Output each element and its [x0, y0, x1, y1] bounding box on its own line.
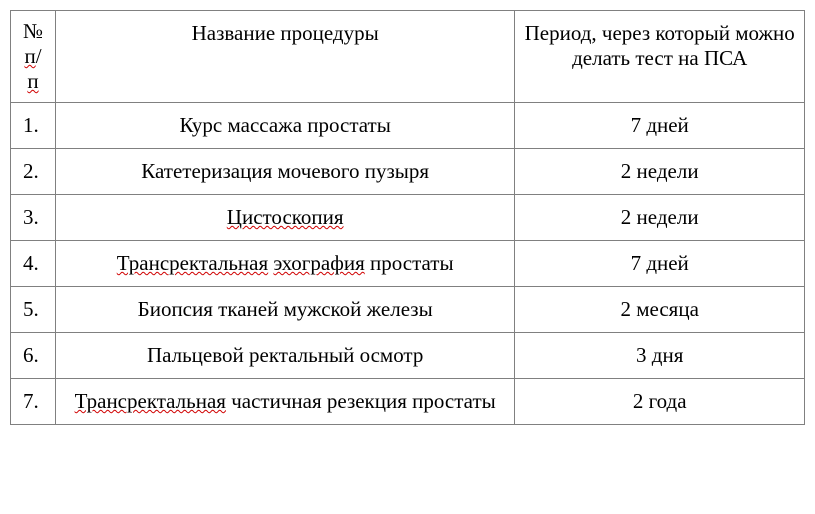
cell-name: Трансректальная эхография простаты	[55, 241, 514, 287]
cell-period: 7 дней	[515, 103, 805, 149]
table-body: 1. Курс массажа простаты 7 дней 2. Катетериз…	[11, 103, 805, 425]
table-row: 2. Катетеризация мочевого пузыря 2 недели	[11, 149, 805, 195]
name-part: простаты	[365, 251, 454, 275]
table-header-row: № п/ п Название процедуры Период, через …	[11, 11, 805, 103]
table-row: 1. Курс массажа простаты 7 дней	[11, 103, 805, 149]
name-part: Биопсия тканей мужской железы	[138, 297, 433, 321]
cell-name: Катетеризация мочевого пузыря	[55, 149, 514, 195]
name-part: эхография	[273, 251, 364, 275]
header-num-sep: /	[36, 44, 42, 68]
cell-name: Цистоскопия	[55, 195, 514, 241]
cell-period: 2 недели	[515, 149, 805, 195]
cell-period: 2 недели	[515, 195, 805, 241]
cell-name: Биопсия тканей мужской железы	[55, 287, 514, 333]
table-row: 4.Трансректальная эхография простаты7 дн…	[11, 241, 805, 287]
cell-num: 1.	[11, 103, 56, 149]
name-part: Катетеризация мочевого пузыря	[141, 159, 429, 183]
cell-num: 2.	[11, 149, 56, 195]
cell-period: 7 дней	[515, 241, 805, 287]
cell-period: 3 дня	[515, 333, 805, 379]
table-row: 7.Трансректальная частичная резекция про…	[11, 379, 805, 425]
header-num: № п/ п	[11, 11, 56, 103]
cell-name: Курс массажа простаты	[55, 103, 514, 149]
table-row: 6. Пальцевой ректальный осмотр 3 дня	[11, 333, 805, 379]
cell-period: 2 года	[515, 379, 805, 425]
cell-name: Трансректальная частичная резекция прост…	[55, 379, 514, 425]
cell-num: 6.	[11, 333, 56, 379]
name-part: частичная резекция простаты	[226, 389, 496, 413]
cell-num: 3.	[11, 195, 56, 241]
procedures-table: № п/ п Название процедуры Период, через …	[10, 10, 805, 425]
cell-period: 2 месяца	[515, 287, 805, 333]
cell-num: 5.	[11, 287, 56, 333]
name-part: Цистоскопия	[227, 205, 344, 229]
header-num-line1: №	[23, 19, 43, 43]
name-part: Трансректальная	[75, 389, 226, 413]
cell-name: Пальцевой ректальный осмотр	[55, 333, 514, 379]
cell-num: 4.	[11, 241, 56, 287]
header-period: Период, через который можно делать тест …	[515, 11, 805, 103]
header-num-line2: п	[24, 44, 35, 68]
cell-num: 7.	[11, 379, 56, 425]
name-part: Трансректальная	[117, 251, 268, 275]
table-row: 5. Биопсия тканей мужской железы 2 месяца	[11, 287, 805, 333]
name-part: Пальцевой ректальный осмотр	[147, 343, 423, 367]
name-part: Курс массажа простаты	[180, 113, 391, 137]
header-num-line3: п	[27, 69, 38, 93]
header-name: Название процедуры	[55, 11, 514, 103]
table-row: 3. Цистоскопия 2 недели	[11, 195, 805, 241]
